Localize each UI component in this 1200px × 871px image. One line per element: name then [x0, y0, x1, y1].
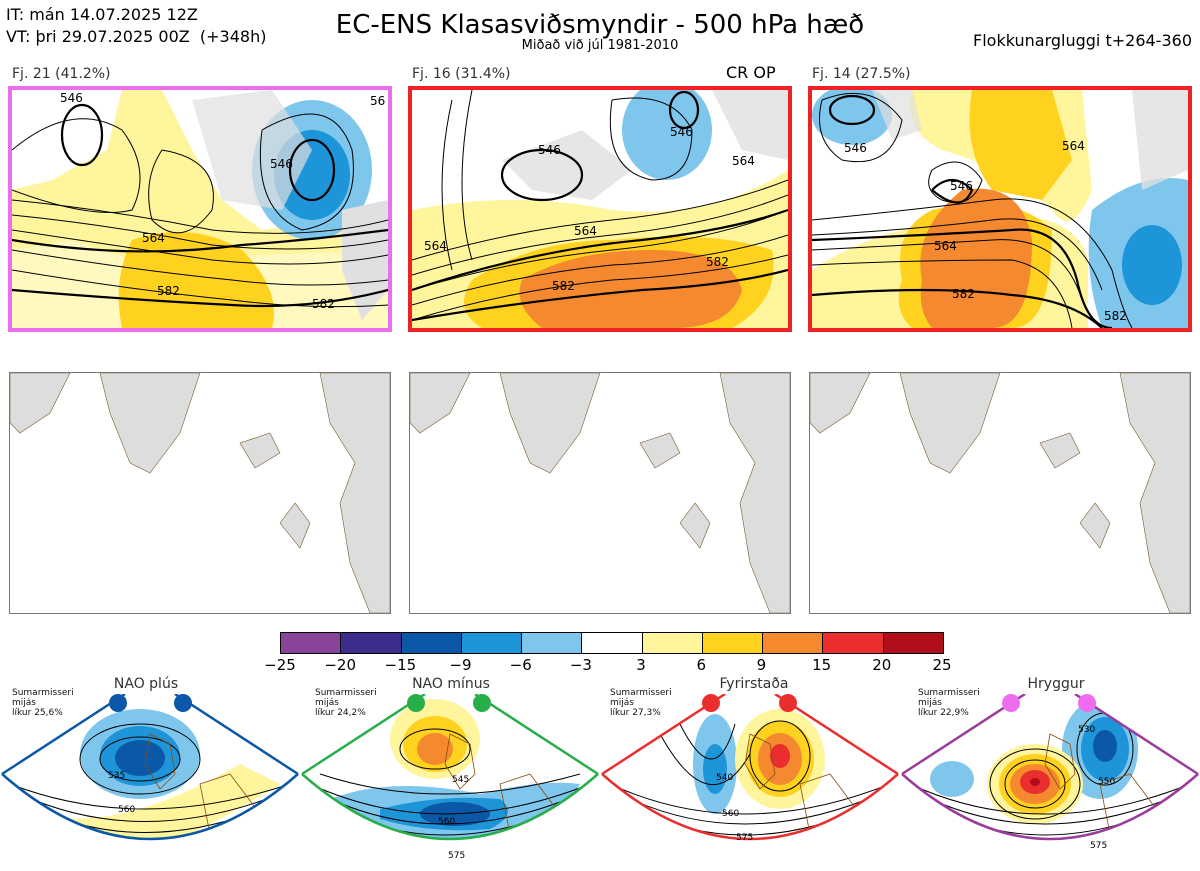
contour-label: 582 — [706, 255, 729, 269]
cluster-2-label: Fj. 16 (31.4%) — [412, 66, 511, 82]
regime-1-mean: mijás — [12, 698, 36, 708]
contour-label: 546 — [670, 125, 693, 139]
empty-map-1[interactable] — [9, 372, 391, 614]
regime-1-contour-label: 535 — [108, 771, 125, 781]
colorbar-tick-label: 6 — [696, 656, 707, 674]
colorbar-tick-label: 25 — [932, 656, 952, 674]
regime-4-contour-label: 530 — [1078, 725, 1095, 735]
regime-3-mean: mijás — [610, 698, 634, 708]
contour-label: 546 — [270, 157, 293, 171]
colorbar-tick-label: −3 — [569, 656, 592, 674]
colorbar — [280, 632, 944, 654]
regime-3-map[interactable]: 540 560 575 — [600, 694, 900, 871]
colorbar-tick-label: −6 — [509, 656, 532, 674]
colorbar-segment — [401, 633, 462, 653]
regime-2-map[interactable]: 545 560 575 — [300, 694, 600, 871]
contour-label: 56 — [370, 94, 385, 108]
colorbar-segment — [763, 633, 824, 653]
contour-label: 564 — [1062, 139, 1085, 153]
contour-label: 582 — [552, 279, 575, 293]
colorbar-segment — [341, 633, 402, 653]
regime-4-contour-label: 550 — [1098, 777, 1115, 787]
cluster-3-label: Fj. 14 (27.5%) — [812, 66, 911, 82]
regime-2-title: NAO mínus — [412, 676, 490, 692]
regime-2-info: Sumarmisseri mijás líkur 24,2% — [315, 688, 377, 718]
contour-label: 582 — [1104, 309, 1127, 323]
colorbar-tick-label: 20 — [872, 656, 892, 674]
contour-label: 564 — [934, 239, 957, 253]
contour-label: 564 — [142, 231, 165, 245]
regime-3-prob: líkur 27,3% — [610, 708, 661, 718]
colorbar-tick-label: −15 — [384, 656, 417, 674]
empty-map-3[interactable] — [809, 372, 1191, 614]
contour-label: 564 — [424, 239, 447, 253]
regime-2-contour-label: 575 — [448, 851, 465, 861]
regime-1-contour-label: 560 — [118, 805, 135, 815]
colorbar-tick-label: 9 — [756, 656, 767, 674]
valid-time: VT: þri 29.07.2025 00Z (+348h) — [6, 27, 267, 46]
cluster-1-map[interactable]: 546 546 564 582 582 56 — [8, 86, 392, 332]
regime-3-contour-label: 560 — [722, 809, 739, 819]
regime-1-season: Sumarmisseri — [12, 688, 74, 698]
empty-map-2[interactable] — [409, 372, 791, 614]
contour-label: 582 — [157, 284, 180, 298]
regime-1-prob: líkur 25,6% — [12, 708, 63, 718]
contour-label: 564 — [574, 224, 597, 238]
regime-4-prob: líkur 22,9% — [918, 708, 969, 718]
contour-label: 582 — [952, 287, 975, 301]
regime-3-contour-label: 575 — [736, 833, 753, 843]
regime-1-info: Sumarmisseri mijás líkur 25,6% — [12, 688, 74, 718]
regime-3-season: Sumarmisseri — [610, 688, 672, 698]
colorbar-segment — [702, 633, 764, 653]
colorbar-segment — [461, 633, 523, 653]
colorbar-segment — [281, 633, 342, 653]
page-title: EC-ENS Klasasviðsmyndir - 500 hPa hæð — [335, 10, 865, 40]
regime-4-map[interactable]: 530 550 575 — [900, 694, 1200, 871]
regime-4-season: Sumarmisseri — [918, 688, 980, 698]
classification-window: Flokkunargluggi t+264-360 — [973, 31, 1192, 50]
regime-3-title: Fyrirstaða — [719, 676, 789, 692]
regime-2-mean: mijás — [315, 698, 339, 708]
colorbar-tick-label: 3 — [636, 656, 646, 674]
regime-1-map[interactable]: 535 560 — [0, 694, 300, 871]
colorbar-segment — [642, 633, 703, 653]
contour-label: 582 — [312, 297, 335, 311]
contour-label: 546 — [538, 143, 561, 157]
colorbar-segment — [582, 633, 643, 653]
page-subtitle: Miðað við júl 1981-2010 — [521, 38, 679, 53]
cluster-2-tag: CR OP — [726, 63, 776, 82]
colorbar-segment — [522, 633, 583, 653]
colorbar-segment — [883, 633, 943, 653]
header-times: IT: mán 14.07.2025 12Z VT: þri 29.07.2025… — [6, 4, 266, 48]
colorbar-tick-label: 15 — [812, 656, 832, 674]
regime-4-mean: mijás — [918, 698, 942, 708]
regime-2-season: Sumarmisseri — [315, 688, 377, 698]
regime-3-contour-label: 540 — [716, 773, 733, 783]
cluster-1-label: Fj. 21 (41.2%) — [12, 66, 111, 82]
regime-4-contour-label: 575 — [1090, 841, 1107, 851]
regime-4-info: Sumarmisseri mijás líkur 22,9% — [918, 688, 980, 718]
contour-label: 564 — [732, 154, 755, 168]
colorbar-tick-label: −25 — [264, 656, 296, 674]
initial-time: IT: mán 14.07.2025 12Z — [6, 5, 198, 24]
regime-2-contour-label: 545 — [452, 775, 469, 785]
cluster-2-map[interactable]: 546 546 564 564 582 582 564 — [408, 86, 792, 332]
contour-label: 546 — [844, 141, 867, 155]
contour-label: 546 — [950, 179, 973, 193]
cluster-3-map[interactable]: 546 546 564 564 582 582 — [808, 86, 1192, 332]
regime-4-title: Hryggur — [1027, 676, 1085, 692]
contour-label: 546 — [60, 91, 83, 105]
colorbar-segment — [823, 633, 884, 653]
colorbar-tick-label: −9 — [449, 656, 472, 674]
colorbar-tick-label: −20 — [324, 656, 356, 674]
regime-1-title: NAO plús — [113, 676, 179, 692]
regime-2-contour-label: 560 — [438, 817, 455, 827]
regime-3-info: Sumarmisseri mijás líkur 27,3% — [610, 688, 672, 718]
regime-2-prob: líkur 24,2% — [315, 708, 366, 718]
